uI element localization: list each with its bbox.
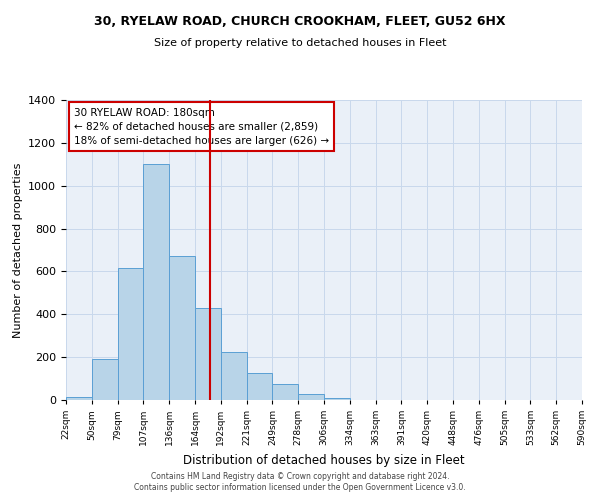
Text: 30 RYELAW ROAD: 180sqm
← 82% of detached houses are smaller (2,859)
18% of semi-: 30 RYELAW ROAD: 180sqm ← 82% of detached… bbox=[74, 108, 329, 146]
Bar bbox=[118, 268, 143, 400]
Text: Size of property relative to detached houses in Fleet: Size of property relative to detached ho… bbox=[154, 38, 446, 48]
Bar bbox=[143, 164, 169, 400]
Bar bbox=[272, 384, 298, 400]
Bar bbox=[324, 398, 350, 400]
Bar bbox=[247, 373, 272, 400]
Bar bbox=[195, 308, 221, 400]
Text: Contains HM Land Registry data © Crown copyright and database right 2024.
Contai: Contains HM Land Registry data © Crown c… bbox=[134, 472, 466, 492]
Y-axis label: Number of detached properties: Number of detached properties bbox=[13, 162, 23, 338]
Bar bbox=[298, 394, 324, 400]
X-axis label: Distribution of detached houses by size in Fleet: Distribution of detached houses by size … bbox=[183, 454, 465, 466]
Bar bbox=[66, 397, 92, 400]
Bar bbox=[92, 360, 118, 400]
Text: 30, RYELAW ROAD, CHURCH CROOKHAM, FLEET, GU52 6HX: 30, RYELAW ROAD, CHURCH CROOKHAM, FLEET,… bbox=[94, 15, 506, 28]
Bar bbox=[169, 256, 195, 400]
Bar bbox=[221, 352, 247, 400]
